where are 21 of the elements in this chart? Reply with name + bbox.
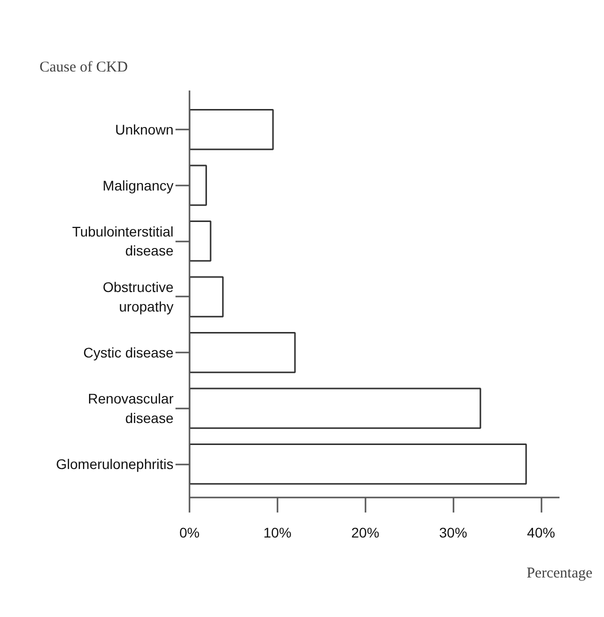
bar <box>190 108 274 150</box>
x-tick-label: 0% <box>179 524 200 540</box>
bar <box>190 388 482 429</box>
x-tick-label: 10% <box>263 524 292 540</box>
bar <box>190 220 212 262</box>
y-tick-label: Tubulointerstitial disease <box>72 223 174 259</box>
y-tick-label: Unknown <box>115 122 174 138</box>
bar <box>190 332 296 374</box>
y-tick-label: Renovascular disease <box>88 390 174 426</box>
x-tick-label: 20% <box>351 524 380 540</box>
bar <box>190 164 207 206</box>
x-tick-label: 30% <box>439 524 468 540</box>
x-tick-label: 40% <box>527 524 556 540</box>
y-tick-label: Obstructive uropathy <box>102 279 174 314</box>
y-axis-title: Cause of CKD <box>40 60 128 76</box>
y-tick-label: Glomerulonephritis <box>56 456 174 472</box>
x-axis-title: Percentage <box>526 566 593 582</box>
y-tick-label: Malignancy <box>102 177 174 194</box>
bar <box>190 276 224 318</box>
bar <box>190 444 527 485</box>
y-tick-label: Cystic disease <box>83 344 174 361</box>
